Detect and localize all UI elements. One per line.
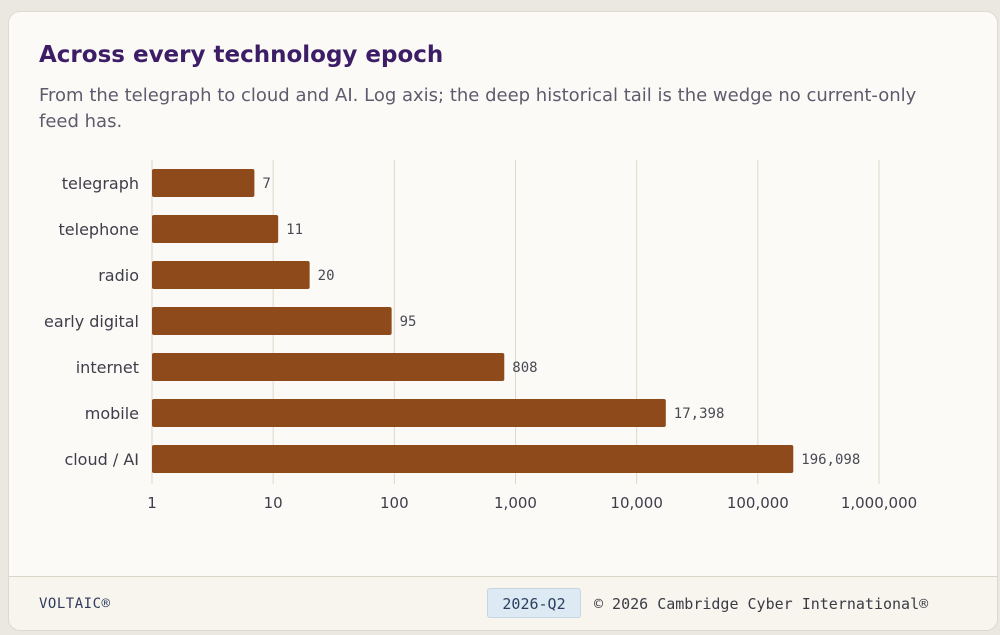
x-tick-label: 1,000 [494, 494, 537, 512]
category-label: telegraph [62, 174, 139, 193]
category-label: telephone [59, 220, 139, 239]
category-label: mobile [85, 404, 139, 423]
category-label: early digital [44, 312, 139, 331]
chart-title: Across every technology epoch [39, 42, 444, 68]
x-tick-label: 1 [147, 494, 157, 512]
data-label: 17,398 [674, 406, 725, 422]
bar [152, 445, 794, 473]
data-label: 808 [512, 360, 537, 376]
bar [152, 307, 392, 335]
category-label: internet [76, 358, 139, 377]
data-label: 11 [286, 222, 303, 238]
bar [152, 169, 255, 197]
bar [152, 353, 505, 381]
x-tick-label: 10 [264, 494, 283, 512]
period-badge: 2026-Q2 [487, 588, 581, 618]
x-tick-label: 10,000 [610, 494, 663, 512]
data-label: 7 [262, 176, 270, 192]
data-label: 196,098 [801, 452, 860, 468]
x-tick-label: 1,000,000 [841, 494, 917, 512]
bar [152, 261, 310, 289]
chart-subtitle: From the telegraph to cloud and AI. Log … [39, 85, 917, 132]
data-label: 20 [318, 268, 335, 284]
bar-chart: 1 10 100 1,000 10,000 100,000 1,000,000 telegra… [44, 160, 917, 512]
data-label: 95 [400, 314, 417, 330]
copyright-text: © 2026 Cambridge Cyber International® [594, 595, 929, 613]
category-label: radio [98, 266, 139, 285]
brand-logo-text: VOLTAIC® [39, 596, 111, 612]
x-tick-label: 100,000 [727, 494, 789, 512]
x-tick-label: 100 [380, 494, 409, 512]
category-label: cloud / AI [64, 450, 139, 469]
bar [152, 399, 666, 427]
chart-card: Across every technology epoch From the t… [8, 11, 998, 631]
bar [152, 215, 279, 243]
footer: VOLTAIC® 2026-Q2 © 2026 Cambridge Cyber … [9, 576, 997, 630]
